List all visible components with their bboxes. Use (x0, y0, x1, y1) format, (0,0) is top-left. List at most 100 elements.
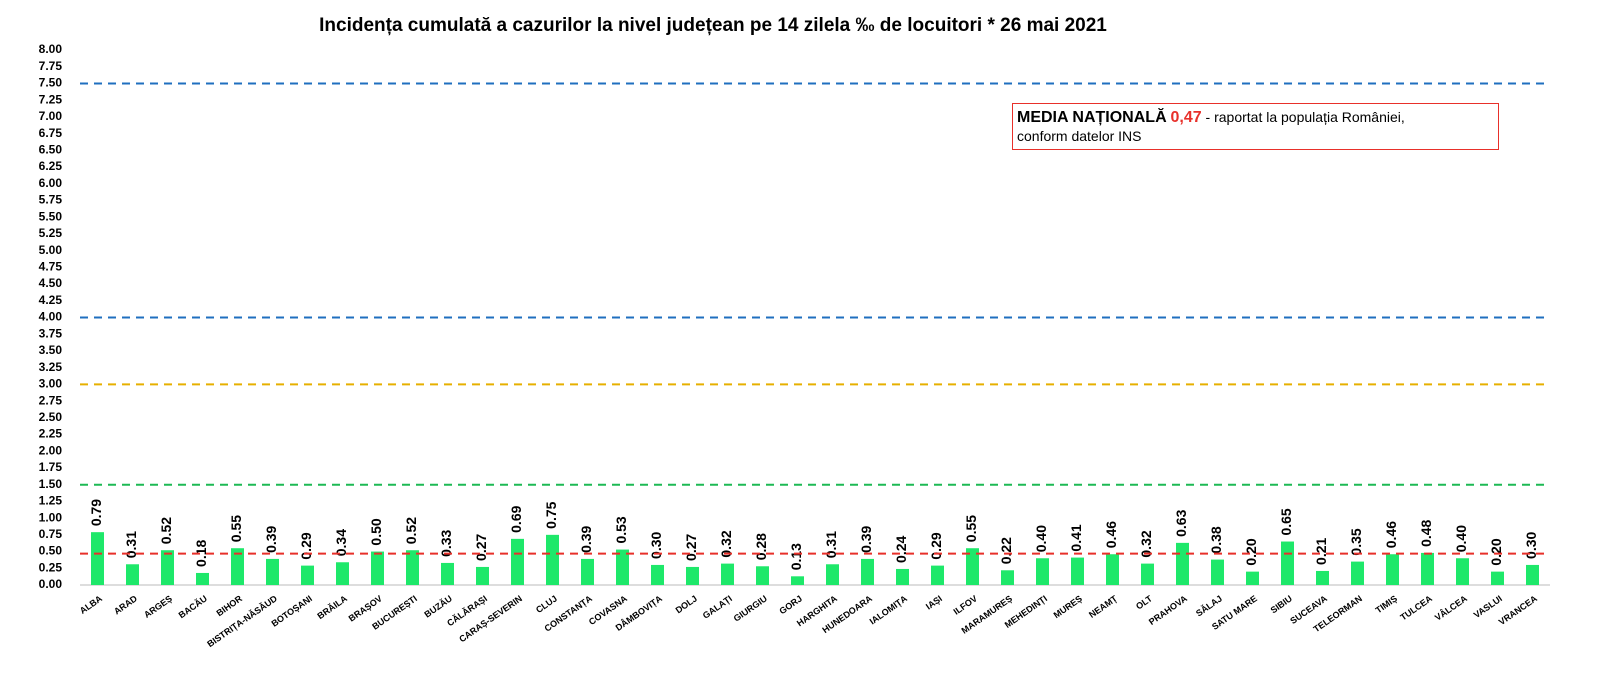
value-label: 0.55 (228, 515, 244, 542)
x-tick-label: BIHOR (215, 593, 245, 618)
y-tick-label: 5.75 (39, 193, 63, 207)
y-tick-label: 4.00 (39, 310, 63, 324)
value-label: 0.30 (1523, 531, 1539, 558)
value-label: 0.29 (298, 532, 314, 559)
y-tick-label: 7.50 (39, 76, 63, 90)
y-tick-label: 7.00 (39, 109, 63, 123)
x-tick-label: IAȘI (924, 593, 944, 611)
annotation-text: - raportat la populația României, (1205, 109, 1405, 125)
value-label: 0.27 (683, 533, 699, 560)
y-tick-label: 6.50 (39, 142, 63, 156)
x-tick-label: ALBA (78, 593, 105, 616)
value-label: 0.21 (1313, 537, 1329, 564)
y-tick-label: 5.50 (39, 209, 63, 223)
bar (441, 562, 454, 585)
bar (1036, 558, 1049, 585)
value-label: 0.48 (1418, 519, 1434, 546)
bar (1211, 559, 1224, 585)
value-label: 0.52 (403, 517, 419, 544)
x-tick-label: SĂLAJ (1194, 593, 1224, 618)
x-tick-label: DOLJ (674, 593, 699, 615)
bar (1071, 557, 1084, 585)
value-label: 0.31 (123, 531, 139, 558)
value-label: 0.22 (998, 537, 1014, 564)
x-tick-label: VRANCEA (1497, 593, 1540, 627)
x-tick-label: TIMIȘ (1374, 593, 1399, 615)
x-tick-label: NEAMȚ (1087, 593, 1119, 620)
bar (581, 558, 594, 585)
y-tick-label: 4.75 (39, 260, 63, 274)
bar (966, 548, 979, 585)
x-tick-label: PRAHOVA (1147, 593, 1189, 627)
bar (336, 562, 349, 585)
value-label: 0.53 (613, 516, 629, 543)
bar (1351, 561, 1364, 585)
y-tick-label: 4.50 (39, 276, 63, 290)
bar (1106, 554, 1119, 585)
y-tick-label: 5.25 (39, 226, 63, 240)
bar (231, 548, 244, 585)
y-tick-label: 2.00 (39, 443, 63, 457)
annotation-title: MEDIA NAȚIONALĂ (1017, 109, 1167, 126)
y-tick-label: 2.50 (39, 410, 63, 424)
bar (91, 532, 104, 585)
value-label: 0.28 (753, 533, 769, 560)
bar (1001, 570, 1014, 585)
value-label: 0.52 (158, 517, 174, 544)
value-label: 0.39 (578, 525, 594, 552)
x-tick-label: IALOMIȚA (868, 593, 910, 626)
y-tick-label: 3.00 (39, 377, 63, 391)
value-label: 0.20 (1243, 538, 1259, 565)
chart-title: Incidența cumulată a cazurilor la nivel … (319, 15, 1107, 36)
value-label: 0.29 (928, 532, 944, 559)
bar (1491, 571, 1504, 585)
y-tick-label: 8.00 (39, 42, 63, 56)
x-tick-label: BUZĂU (422, 593, 454, 619)
y-tick-label: 0.75 (39, 527, 63, 541)
y-tick-label: 2.75 (39, 393, 63, 407)
bar (1386, 554, 1399, 585)
bar (931, 565, 944, 585)
bar (301, 565, 314, 585)
bar (126, 564, 139, 585)
y-tick-label: 1.75 (39, 460, 63, 474)
bar (721, 563, 734, 585)
value-label: 0.65 (1278, 508, 1294, 535)
bar (1281, 541, 1294, 585)
value-label: 0.40 (1453, 525, 1469, 552)
value-label: 0.69 (508, 505, 524, 532)
x-tick-label: BRĂILA (315, 593, 349, 621)
x-tick-label: SIBIU (1269, 593, 1294, 615)
bar (756, 566, 769, 585)
value-label: 0.13 (788, 543, 804, 570)
value-label: 0.20 (1488, 538, 1504, 565)
value-label: 0.63 (1173, 509, 1189, 536)
bar (1526, 564, 1539, 585)
value-label: 0.32 (1138, 530, 1154, 557)
bar (546, 534, 559, 585)
value-label: 0.27 (473, 533, 489, 560)
bar (1246, 571, 1259, 585)
value-label: 0.31 (823, 531, 839, 558)
bar (406, 550, 419, 585)
y-tick-label: 0.50 (39, 544, 63, 558)
y-tick-label: 6.25 (39, 159, 63, 173)
value-label: 0.18 (193, 540, 209, 567)
y-tick-label: 0.25 (39, 560, 63, 574)
bar (1456, 558, 1469, 585)
bar (651, 564, 664, 585)
bar (861, 558, 874, 585)
y-tick-label: 1.00 (39, 510, 63, 524)
bar (511, 538, 524, 585)
x-tick-label: GIURGIU (732, 593, 769, 623)
bar (791, 576, 804, 585)
value-label: 0.55 (963, 515, 979, 542)
bar (1421, 552, 1434, 585)
y-tick-label: 0.00 (39, 577, 63, 591)
value-label: 0.24 (893, 535, 909, 562)
value-label: 0.33 (438, 529, 454, 556)
y-tick-label: 4.25 (39, 293, 63, 307)
x-tick-label: CARAȘ-SEVERIN (457, 593, 524, 644)
